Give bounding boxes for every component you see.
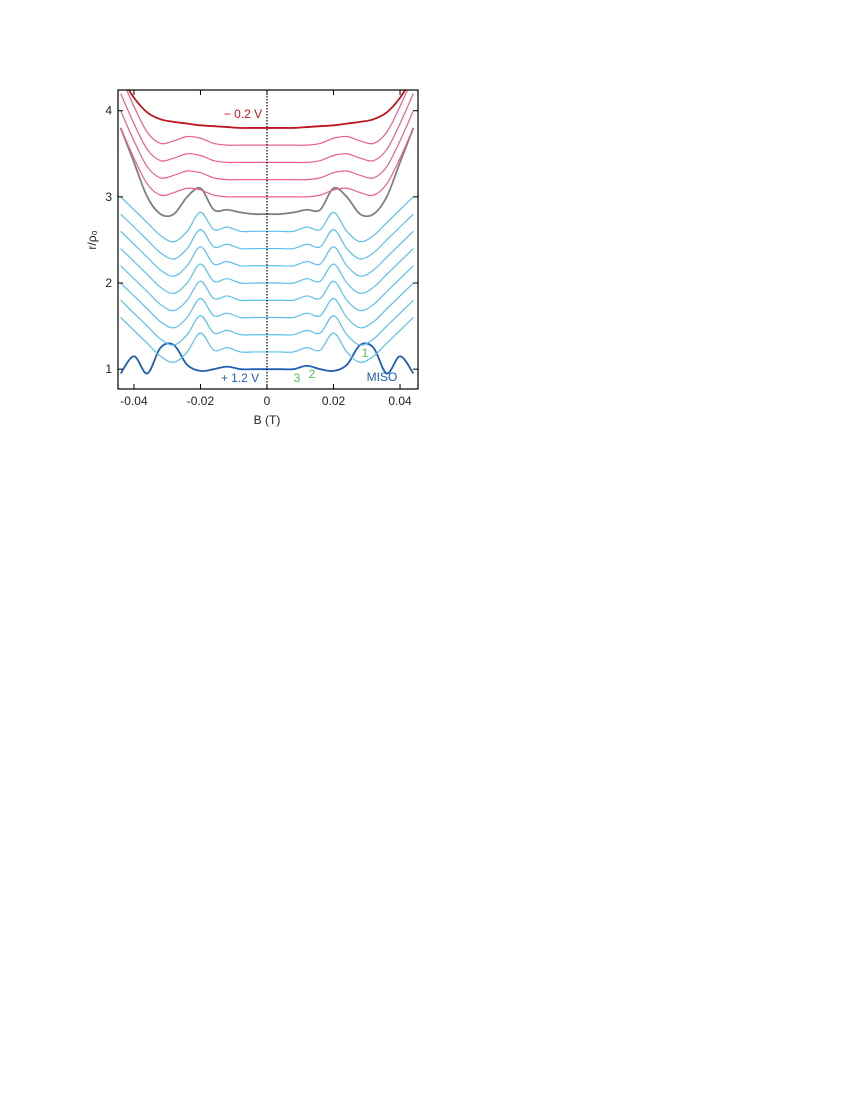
y-tick-label: 2 xyxy=(105,276,112,290)
y-axis-label: r/ρ₀ xyxy=(85,230,99,249)
annotation: + 1.2 V xyxy=(221,371,259,385)
series-line xyxy=(120,282,414,329)
x-tick-label: -0.04 xyxy=(120,394,148,408)
series-line xyxy=(120,230,414,277)
annotation: − 0.2 V xyxy=(224,107,262,121)
x-tick-label: 0.04 xyxy=(388,394,412,408)
annotation: 3 xyxy=(294,371,301,385)
annotation: 1 xyxy=(362,346,369,360)
annotation: 2 xyxy=(309,367,316,381)
annotation: MISO xyxy=(367,370,398,384)
series-line xyxy=(127,90,407,129)
series-line xyxy=(125,90,409,146)
x-tick-label: 0 xyxy=(264,394,271,408)
plot-frame xyxy=(117,89,419,390)
x-tick-label: 0.02 xyxy=(322,394,346,408)
series-line xyxy=(120,127,414,198)
y-tick-label: 3 xyxy=(105,190,112,204)
series-line xyxy=(120,110,414,181)
series-line xyxy=(120,299,414,346)
y-tick-label: 4 xyxy=(105,104,112,118)
y-tick-label: 1 xyxy=(105,362,112,376)
series-line xyxy=(120,213,414,260)
x-tick-label: -0.02 xyxy=(187,394,215,408)
x-axis-label: B (T) xyxy=(254,413,281,427)
